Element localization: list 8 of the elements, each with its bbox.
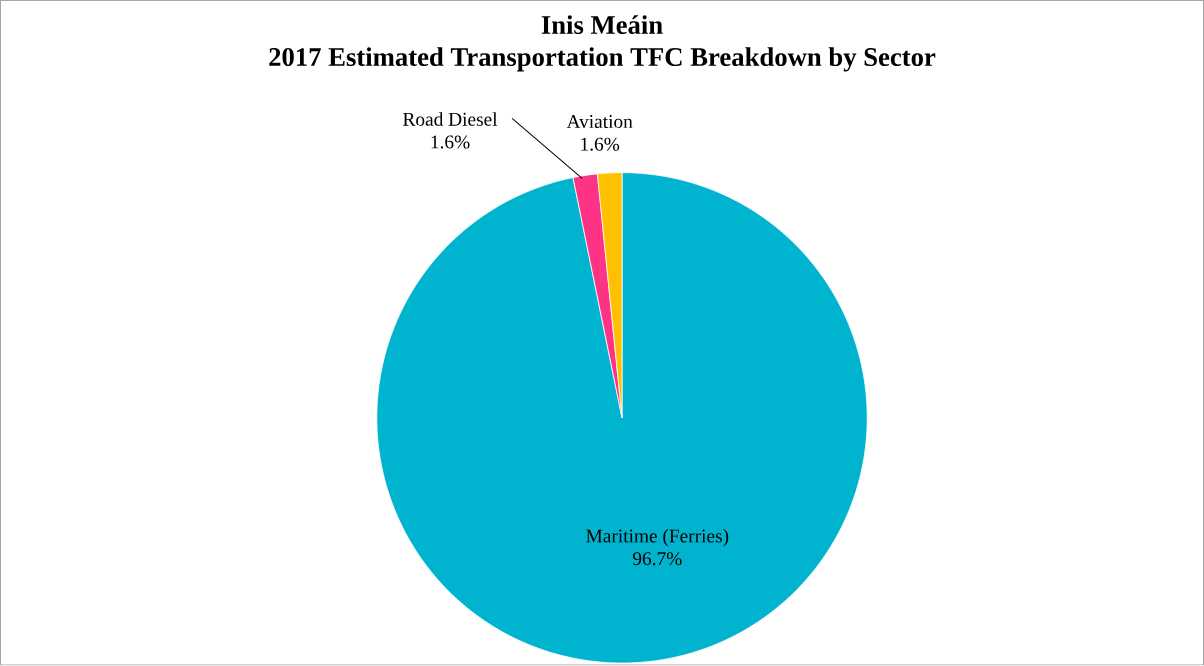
slice-label: Aviation: [566, 115, 633, 129]
data-label: 96.7%: [632, 552, 682, 566]
slice-label: Road Diesel: [403, 112, 498, 127]
data-label: 1.6%: [431, 135, 470, 149]
chart-subtitle: 2017 Estimated Transportation TFC Breakdown by Sector: [269, 47, 936, 72]
chart-title: Inis Meáin: [541, 15, 663, 35]
slice-label: Maritime (Ferries): [586, 529, 729, 547]
data-label: 1.6%: [581, 137, 620, 152]
